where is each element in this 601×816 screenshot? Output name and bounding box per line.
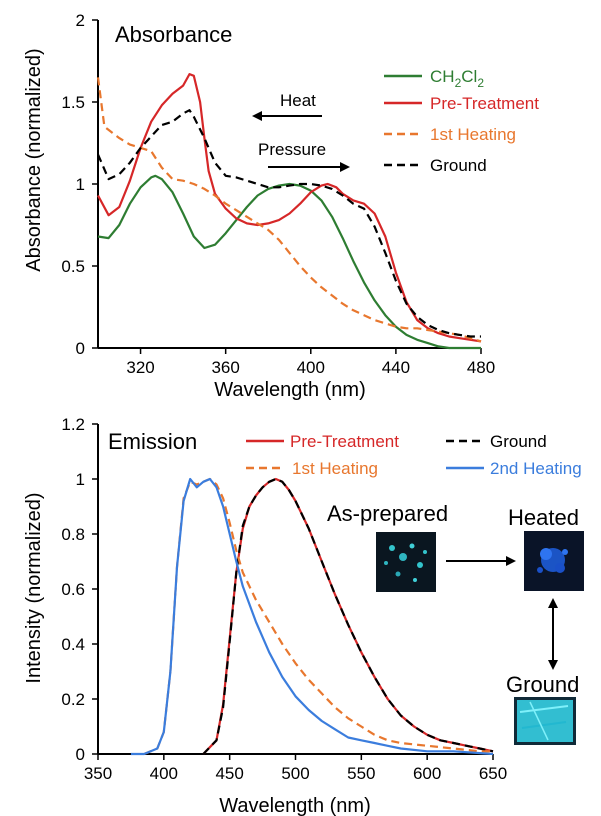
pressure-arrow bbox=[268, 162, 350, 172]
emission-series-ground bbox=[202, 477, 494, 755]
absorbance-x-tick-label: 440 bbox=[382, 358, 410, 377]
legend-label-ground: Ground bbox=[430, 156, 487, 175]
emission-title: Emission bbox=[108, 429, 197, 454]
legend-item-pre-treatment: Pre-Treatment bbox=[384, 94, 539, 113]
absorbance-series-ground bbox=[96, 109, 481, 338]
legend-label-em-ground: Ground bbox=[490, 432, 547, 451]
legend-item-1st-heating: 1st Heating bbox=[384, 125, 516, 144]
absorbance-y-tick-label: 1 bbox=[76, 175, 85, 194]
emission-y-tick-label: 1.2 bbox=[61, 415, 85, 434]
absorbance-y-tick-label: 1.5 bbox=[61, 93, 85, 112]
emission-y-tick-label: 0.2 bbox=[61, 690, 85, 709]
legend-item-em-ground: Ground bbox=[446, 432, 547, 451]
emission-series-2nd-heating bbox=[130, 477, 494, 756]
legend-item-ground: Ground bbox=[384, 156, 487, 175]
emission-series bbox=[130, 477, 494, 756]
arrow-to-heated bbox=[446, 556, 516, 566]
absorbance-x-tick-label: 360 bbox=[211, 358, 239, 377]
absorbance-x-tick-label: 480 bbox=[467, 358, 495, 377]
absorbance-ticks: 320 360 400 440 480 0 0.5 1 1.5 2 bbox=[61, 11, 495, 377]
legend-item-em-pre-treatment: Pre-Treatment bbox=[246, 432, 399, 451]
ground-photo bbox=[514, 697, 576, 745]
legend-label-em-pre-treatment: Pre-Treatment bbox=[290, 432, 399, 451]
legend-label-em-1st-heating: 1st Heating bbox=[292, 459, 378, 478]
legend-item-em-2nd-heating: 2nd Heating bbox=[446, 459, 582, 478]
legend-mid: Cl bbox=[461, 67, 477, 86]
absorbance-legend: CH2Cl2 Pre-Treatment 1st Heating Ground bbox=[384, 67, 539, 175]
as-prepared-label: As-prepared bbox=[327, 501, 448, 526]
emission-x-axis-label: Wavelength (nm) bbox=[219, 795, 371, 816]
absorbance-y-axis-label: Absorbance (normalized) bbox=[23, 48, 45, 271]
emission-y-tick-label: 0.4 bbox=[61, 635, 85, 654]
emission-y-tick-label: 0.6 bbox=[61, 580, 85, 599]
as-prepared-photo bbox=[376, 532, 436, 592]
svg-text:CH2Cl2: CH2Cl2 bbox=[430, 67, 484, 90]
emission-y-axis-label: Intensity (normalized) bbox=[23, 492, 45, 683]
legend-label-pre-treatment: Pre-Treatment bbox=[430, 94, 539, 113]
legend-sub-1: 2 bbox=[455, 76, 462, 90]
pressure-annotation: Pressure bbox=[258, 140, 326, 159]
absorbance-series bbox=[96, 72, 482, 350]
absorbance-y-tick-label: 2 bbox=[76, 11, 85, 30]
emission-legend: Pre-Treatment Ground 1st Heating 2nd Hea… bbox=[246, 432, 582, 478]
heat-annotation: Heat bbox=[280, 91, 316, 110]
heat-arrow bbox=[252, 111, 322, 121]
emission-ticks: 350 400 450 500 550 600 650 0 0.2 0.4 0.6 0.8 1 1.2 bbox=[61, 415, 507, 783]
legend-item-em-1st-heating: 1st Heating bbox=[246, 459, 378, 478]
legend-item-ch2cl2: CH2Cl2 bbox=[384, 67, 484, 90]
absorbance-title: Absorbance bbox=[115, 22, 232, 47]
emission-x-tick-label: 650 bbox=[479, 764, 507, 783]
absorbance-x-tick-label: 320 bbox=[126, 358, 154, 377]
absorbance-x-axis-label: Wavelength (nm) bbox=[214, 379, 366, 401]
absorbance-series-ch2cl2 bbox=[97, 174, 481, 350]
absorbance-y-tick-label: 0.5 bbox=[61, 257, 85, 276]
heated-label: Heated bbox=[508, 505, 579, 530]
absorbance-series-pre-treatment bbox=[97, 72, 482, 343]
ground-label: Ground bbox=[506, 672, 579, 697]
heated-photo bbox=[524, 531, 584, 591]
absorbance-y-tick-label: 0 bbox=[76, 339, 85, 358]
emission-x-tick-label: 550 bbox=[347, 764, 375, 783]
absorbance-series-1st-heating bbox=[96, 77, 482, 343]
inset-photos: As-prepared Heated bbox=[327, 501, 584, 745]
legend-label-ch2cl2: CH bbox=[430, 67, 455, 86]
absorbance-x-tick-label: 400 bbox=[297, 358, 325, 377]
emission-y-tick-label: 0.8 bbox=[61, 525, 85, 544]
emission-x-tick-label: 450 bbox=[215, 764, 243, 783]
emission-panel: 350 400 450 500 550 600 650 0 0.2 0.4 0.6 0.8 1 1.2 E… bbox=[23, 415, 584, 816]
emission-x-tick-label: 600 bbox=[413, 764, 441, 783]
absorbance-panel: 320 360 400 440 480 0 0.5 1 1.5 2 Absorbance Wave… bbox=[23, 11, 539, 401]
emission-x-tick-label: 400 bbox=[150, 764, 178, 783]
emission-x-tick-label: 500 bbox=[281, 764, 309, 783]
legend-label-1st-heating: 1st Heating bbox=[430, 125, 516, 144]
arrow-heated-ground bbox=[548, 598, 558, 670]
emission-y-tick-label: 1 bbox=[76, 470, 85, 489]
legend-sub-2: 2 bbox=[477, 76, 484, 90]
emission-x-tick-label: 350 bbox=[84, 764, 112, 783]
emission-y-tick-label: 0 bbox=[76, 745, 85, 764]
legend-label-em-2nd-heating: 2nd Heating bbox=[490, 459, 582, 478]
